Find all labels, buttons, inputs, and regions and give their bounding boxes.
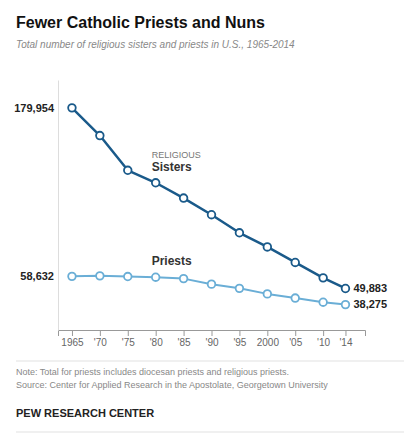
data-label: 38,275 bbox=[353, 298, 387, 310]
point bbox=[319, 274, 327, 282]
source: Source: Center for Applied Research in t… bbox=[16, 380, 328, 390]
note: Note: Total for priests includes diocesa… bbox=[16, 367, 289, 377]
data-label: 49,883 bbox=[353, 282, 387, 294]
x-tick-mark bbox=[100, 330, 101, 336]
point bbox=[342, 301, 350, 309]
annotation: RELIGIOUS bbox=[152, 150, 201, 160]
series-line bbox=[72, 276, 346, 305]
point bbox=[208, 280, 216, 288]
marks bbox=[68, 104, 349, 308]
x-tick-label: '10 bbox=[317, 337, 330, 348]
x-tick: '75 bbox=[122, 330, 135, 348]
point bbox=[152, 273, 160, 281]
series-line bbox=[72, 108, 346, 289]
x-tick-label: '80 bbox=[150, 337, 163, 348]
data-label: 179,954 bbox=[14, 102, 55, 114]
x-tick-mark bbox=[212, 330, 213, 336]
series-label: Sisters bbox=[152, 160, 192, 174]
title: Fewer Catholic Priests and Nuns bbox=[16, 14, 265, 31]
point bbox=[236, 229, 244, 237]
x-tick-label: '14 bbox=[339, 337, 352, 348]
x-tick-mark bbox=[345, 330, 346, 336]
branding: PEW RESEARCH CENTER bbox=[16, 407, 154, 419]
data-label: 58,632 bbox=[20, 270, 54, 282]
x-tick-label: '75 bbox=[122, 337, 135, 348]
chart: Fewer Catholic Priests and Nuns Total num… bbox=[0, 0, 420, 443]
x-tick: '05 bbox=[289, 330, 302, 348]
plot: 1965 '70 '75 '80 '85 '90 '95 2000 '05 '10 '14 179,9… bbox=[14, 81, 387, 349]
point bbox=[291, 294, 299, 302]
x-tick: 2000 bbox=[257, 330, 280, 348]
x-tick: '14 bbox=[339, 330, 352, 348]
subtitle: Total number of religious sisters and pr… bbox=[16, 39, 295, 50]
separator bbox=[16, 432, 404, 433]
x-tick-label: '95 bbox=[233, 337, 246, 348]
point bbox=[68, 104, 76, 112]
x-tick-mark bbox=[295, 330, 296, 336]
x-tick-mark bbox=[128, 330, 129, 336]
x-tick: '80 bbox=[150, 330, 163, 348]
x-tick: '10 bbox=[317, 330, 330, 348]
x-tick: '95 bbox=[233, 330, 246, 348]
x-tick-mark bbox=[72, 330, 73, 336]
point bbox=[180, 275, 188, 283]
point bbox=[208, 211, 216, 219]
x-tick-mark bbox=[267, 330, 268, 336]
point bbox=[342, 285, 350, 293]
point bbox=[96, 132, 104, 140]
point bbox=[236, 285, 244, 293]
x-tick: 1965 bbox=[61, 330, 84, 348]
x-axis-line bbox=[59, 331, 366, 337]
x-tick-label: '70 bbox=[94, 337, 107, 348]
x-tick-mark bbox=[184, 330, 185, 336]
y-axis-line bbox=[58, 81, 59, 331]
point bbox=[264, 290, 272, 298]
point bbox=[124, 273, 132, 281]
series-label: Priests bbox=[152, 254, 192, 268]
x-tick: '90 bbox=[205, 330, 218, 348]
point bbox=[319, 298, 327, 306]
x-tick-mark bbox=[239, 330, 240, 336]
point bbox=[180, 194, 188, 202]
x-tick-label: '90 bbox=[205, 337, 218, 348]
point bbox=[291, 259, 299, 267]
x-tick-label: 2000 bbox=[257, 337, 280, 348]
x-tick-mark bbox=[323, 330, 324, 336]
labels: 179,954 49,883 SistersRELIGIOUS 58,632 38,27… bbox=[14, 102, 387, 311]
x-tick-mark bbox=[156, 330, 157, 336]
x-tick: '70 bbox=[94, 330, 107, 348]
point bbox=[68, 273, 76, 281]
x-axis: 1965 '70 '75 '80 '85 '90 '95 2000 '05 '10 '14 bbox=[59, 330, 366, 348]
point bbox=[264, 243, 272, 251]
point bbox=[152, 179, 160, 187]
y-axis bbox=[58, 81, 59, 331]
x-tick-label: '05 bbox=[289, 337, 302, 348]
point bbox=[124, 166, 132, 174]
point bbox=[96, 272, 104, 280]
x-tick-label: 1965 bbox=[61, 337, 84, 348]
separator bbox=[16, 361, 404, 362]
x-tick: '85 bbox=[178, 330, 191, 348]
x-tick-label: '85 bbox=[178, 337, 191, 348]
